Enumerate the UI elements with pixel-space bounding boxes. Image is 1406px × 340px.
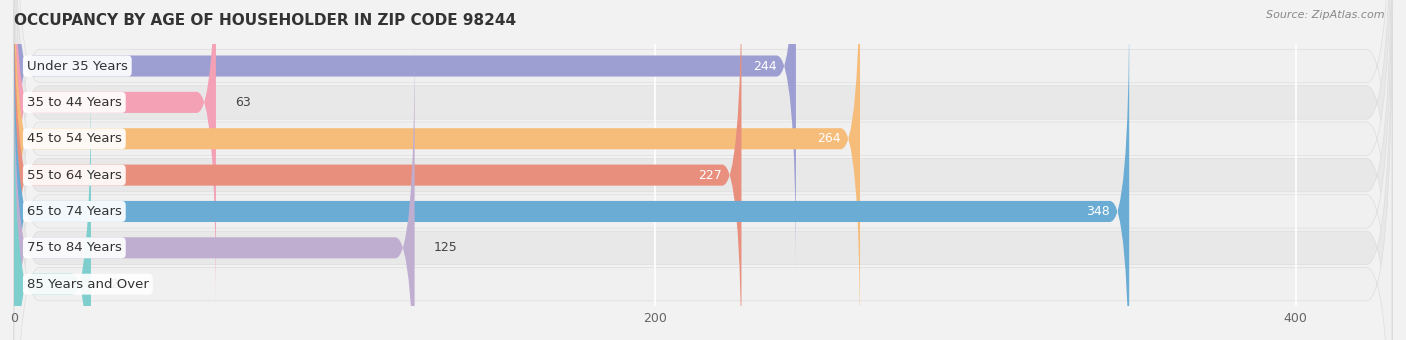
Text: Under 35 Years: Under 35 Years <box>27 59 128 72</box>
Text: 63: 63 <box>235 96 250 109</box>
Text: 65 to 74 Years: 65 to 74 Years <box>27 205 122 218</box>
FancyBboxPatch shape <box>14 0 1392 340</box>
Text: 227: 227 <box>699 169 723 182</box>
Text: 35 to 44 Years: 35 to 44 Years <box>27 96 122 109</box>
FancyBboxPatch shape <box>14 0 1392 340</box>
FancyBboxPatch shape <box>14 4 1129 340</box>
Text: 75 to 84 Years: 75 to 84 Years <box>27 241 122 254</box>
Text: 125: 125 <box>434 241 457 254</box>
FancyBboxPatch shape <box>14 0 1392 340</box>
Text: 348: 348 <box>1087 205 1109 218</box>
Text: 24: 24 <box>110 278 127 291</box>
FancyBboxPatch shape <box>14 0 1392 340</box>
FancyBboxPatch shape <box>14 40 415 340</box>
Text: 85 Years and Over: 85 Years and Over <box>27 278 149 291</box>
Text: 244: 244 <box>754 59 776 72</box>
FancyBboxPatch shape <box>14 0 217 310</box>
Text: 264: 264 <box>817 132 841 145</box>
Text: 45 to 54 Years: 45 to 54 Years <box>27 132 122 145</box>
FancyBboxPatch shape <box>14 0 1392 340</box>
FancyBboxPatch shape <box>14 0 741 340</box>
Text: 55 to 64 Years: 55 to 64 Years <box>27 169 122 182</box>
FancyBboxPatch shape <box>14 10 1392 340</box>
Text: OCCUPANCY BY AGE OF HOUSEHOLDER IN ZIP CODE 98244: OCCUPANCY BY AGE OF HOUSEHOLDER IN ZIP C… <box>14 14 516 29</box>
FancyBboxPatch shape <box>14 76 91 340</box>
FancyBboxPatch shape <box>14 0 860 340</box>
FancyBboxPatch shape <box>14 0 1392 340</box>
Text: Source: ZipAtlas.com: Source: ZipAtlas.com <box>1267 10 1385 20</box>
FancyBboxPatch shape <box>14 0 796 274</box>
